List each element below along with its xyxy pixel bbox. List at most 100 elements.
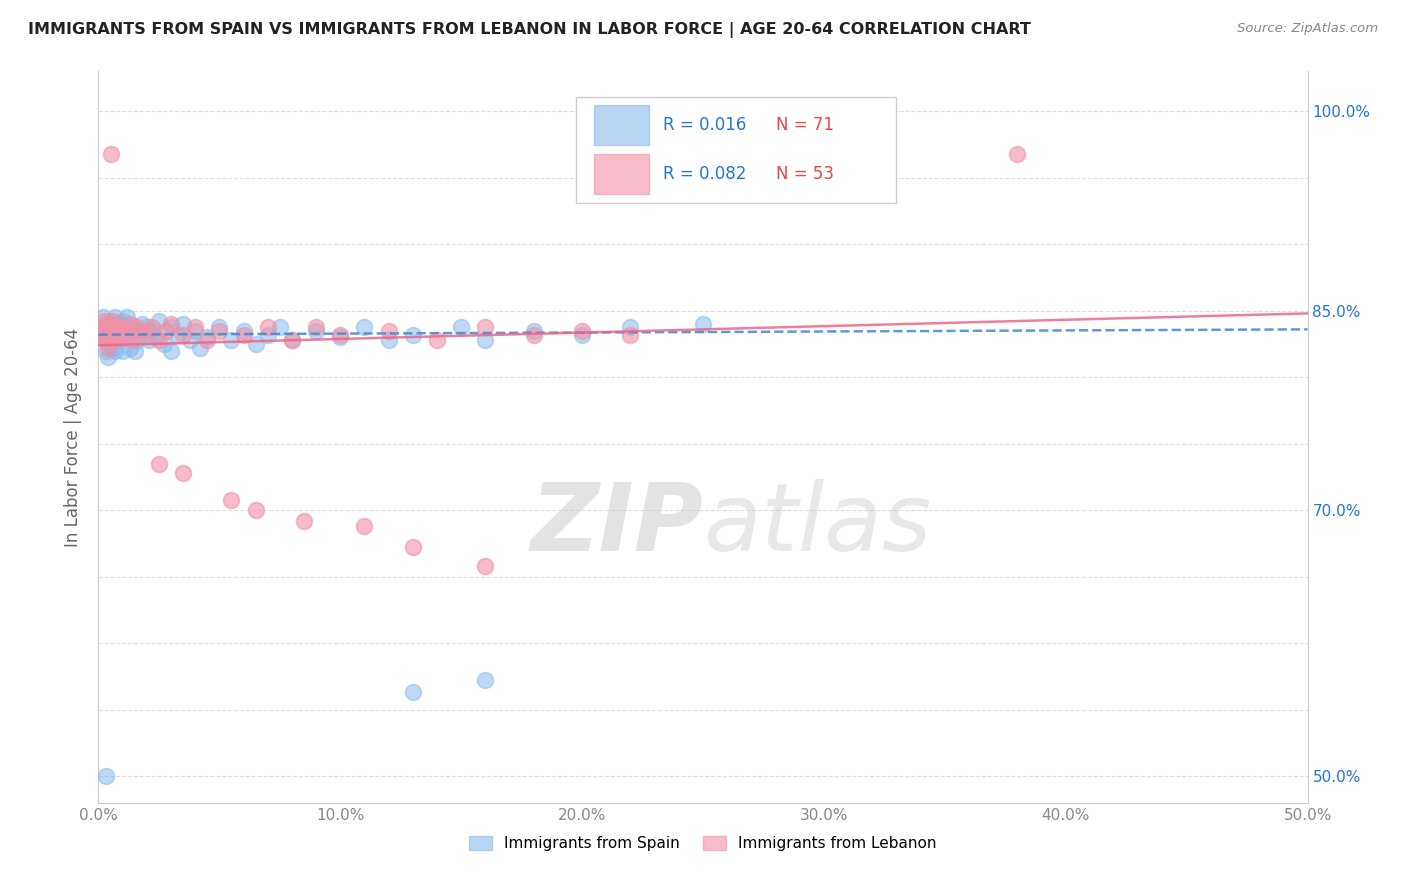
Point (619, 327, 641, 342)
Point (131, 327, 153, 342)
Point (107, 317, 129, 331)
Point (148, 457, 170, 471)
Point (94, 343, 117, 358)
FancyBboxPatch shape (595, 104, 648, 145)
Point (523, 327, 546, 342)
Point (124, 343, 146, 358)
Point (195, 330, 218, 344)
Point (100, 319, 122, 334)
Point (94, 330, 117, 344)
Point (121, 319, 143, 334)
Point (107, 327, 129, 342)
Text: N = 71: N = 71 (776, 116, 834, 134)
Point (329, 330, 352, 344)
Point (117, 324, 139, 338)
Point (426, 333, 449, 347)
Point (118, 341, 141, 355)
Point (138, 333, 160, 347)
Point (474, 319, 496, 334)
Point (692, 317, 714, 331)
Point (172, 327, 194, 342)
Point (91, 327, 114, 342)
Point (172, 317, 194, 331)
Point (97, 314, 120, 328)
Point (104, 322, 127, 336)
Point (148, 314, 170, 328)
Point (402, 685, 425, 699)
Point (94, 333, 117, 347)
Text: N = 53: N = 53 (776, 165, 834, 183)
Point (141, 324, 163, 338)
Point (90, 327, 112, 342)
Text: R = 0.082: R = 0.082 (664, 165, 747, 183)
Point (121, 333, 143, 347)
Point (571, 327, 593, 342)
Point (97, 351, 120, 365)
Point (221, 492, 243, 507)
Point (377, 324, 399, 338)
Point (100, 326, 122, 341)
Point (104, 333, 127, 347)
Point (305, 319, 328, 334)
Point (94, 769, 117, 783)
FancyBboxPatch shape (576, 97, 897, 203)
Point (402, 541, 425, 555)
Point (184, 324, 207, 338)
Point (118, 317, 141, 331)
Text: atlas: atlas (703, 479, 931, 570)
Point (131, 317, 153, 331)
Point (124, 324, 146, 338)
Text: Source: ZipAtlas.com: Source: ZipAtlas.com (1237, 22, 1378, 36)
Point (101, 341, 124, 355)
Point (127, 333, 149, 347)
Point (619, 319, 641, 334)
Point (90, 319, 112, 334)
Point (94, 324, 117, 338)
Point (184, 319, 207, 334)
Point (114, 327, 136, 342)
Point (100, 146, 122, 161)
Point (474, 559, 496, 574)
Point (111, 319, 134, 334)
Point (523, 324, 546, 338)
Point (114, 319, 136, 334)
Point (281, 333, 304, 347)
Point (97, 341, 120, 355)
Point (135, 324, 157, 338)
Point (232, 324, 254, 338)
Point (118, 327, 141, 342)
Point (1007, 146, 1029, 161)
Point (104, 319, 127, 334)
Point (108, 324, 131, 338)
Point (269, 319, 291, 334)
Point (450, 319, 472, 334)
Point (155, 324, 177, 338)
Point (474, 333, 496, 347)
Point (127, 319, 149, 334)
Point (111, 314, 134, 328)
Point (179, 333, 201, 347)
Point (571, 324, 593, 338)
Point (172, 466, 194, 480)
Point (232, 327, 254, 342)
Point (152, 337, 174, 351)
Point (245, 503, 267, 517)
Point (281, 333, 304, 347)
Point (100, 337, 122, 351)
Point (256, 319, 278, 334)
Point (101, 314, 124, 328)
Point (104, 310, 127, 325)
Point (256, 327, 278, 342)
Point (292, 514, 315, 528)
Point (100, 330, 122, 344)
Point (114, 330, 136, 344)
Point (97, 335, 120, 350)
Point (91, 310, 114, 325)
Point (167, 327, 190, 342)
Point (94, 324, 117, 338)
Point (329, 327, 352, 342)
Point (245, 337, 267, 351)
Point (107, 327, 129, 342)
Point (128, 324, 150, 338)
Point (101, 319, 124, 334)
